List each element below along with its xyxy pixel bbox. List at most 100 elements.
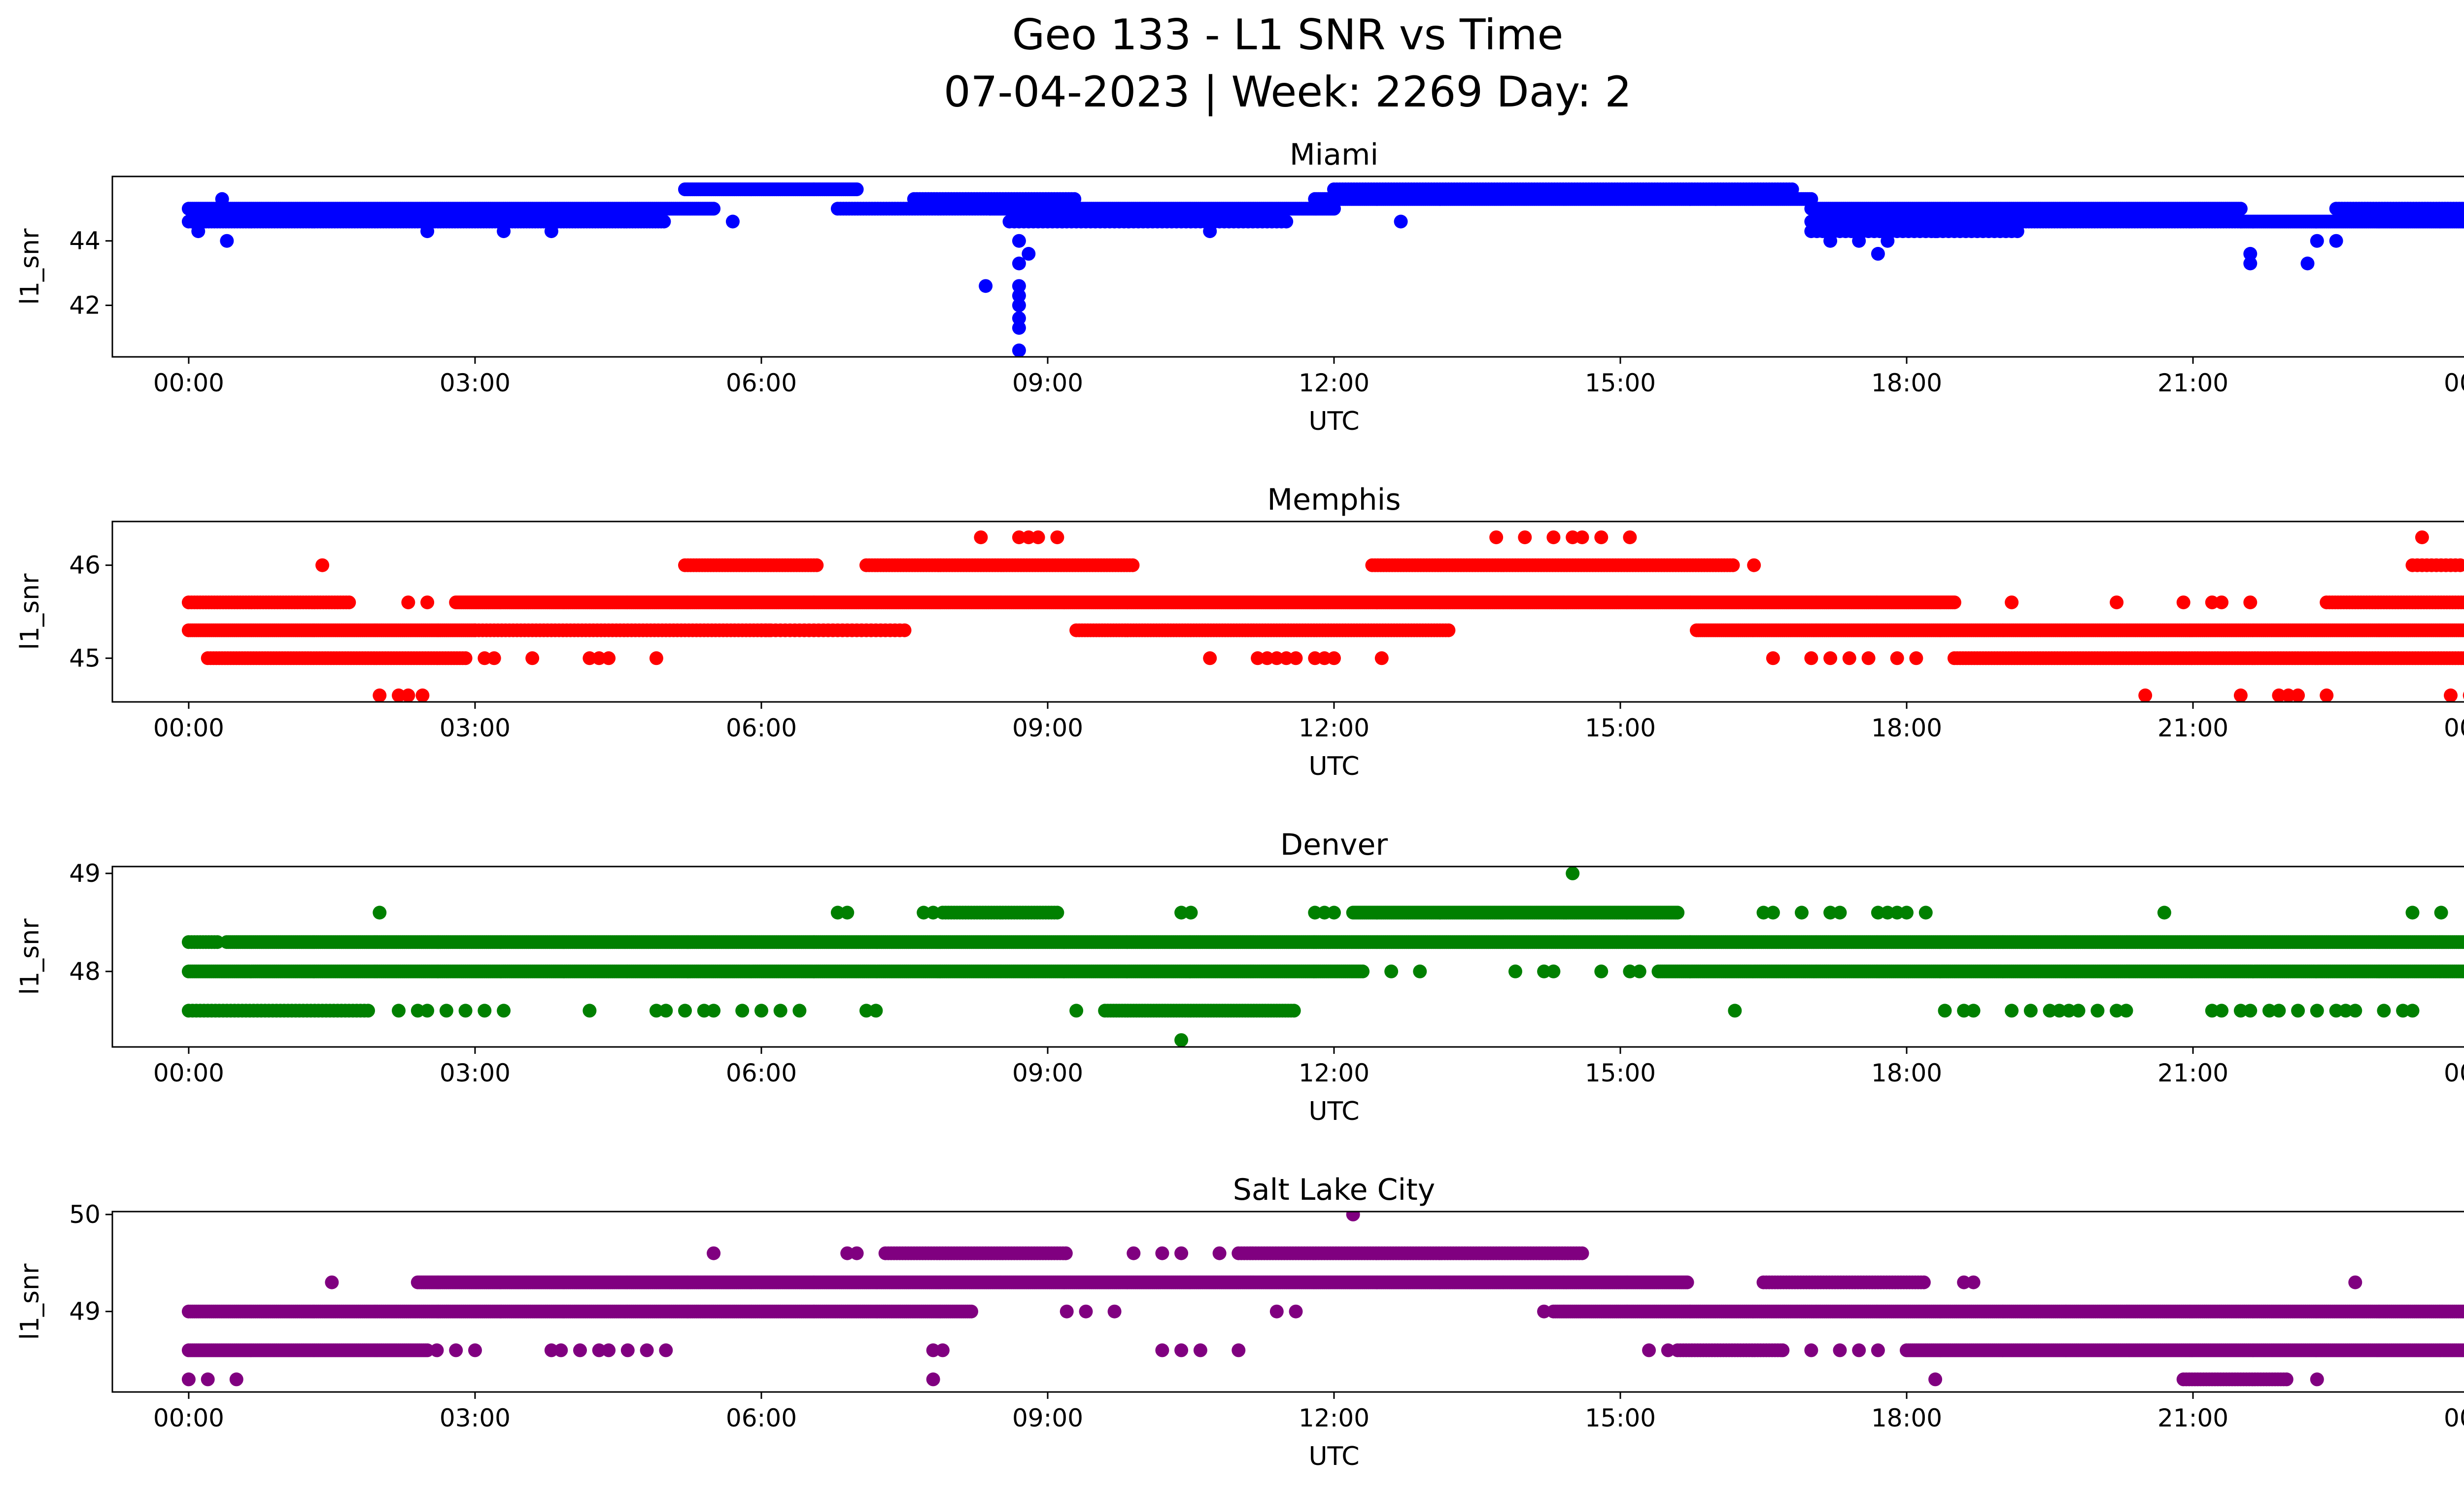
data-point bbox=[1269, 651, 1284, 665]
data-point bbox=[2205, 595, 2219, 610]
data-point bbox=[1251, 651, 1265, 665]
data-point bbox=[1012, 279, 1026, 293]
data-point bbox=[210, 935, 224, 949]
data-point bbox=[401, 688, 415, 702]
data-point bbox=[2005, 595, 2019, 610]
data-point bbox=[1203, 224, 1217, 239]
data-point bbox=[1022, 246, 1036, 261]
data-point bbox=[1823, 651, 1838, 665]
data-point bbox=[1327, 651, 1341, 665]
data-point bbox=[1842, 651, 1856, 665]
data-point bbox=[1279, 214, 1294, 229]
data-point bbox=[1871, 246, 1885, 261]
data-point bbox=[1881, 234, 1895, 248]
x-tick-label: 00:00 bbox=[153, 714, 224, 742]
x-tick-label: 03:00 bbox=[440, 714, 511, 742]
data-point bbox=[1852, 234, 1866, 248]
data-point bbox=[2460, 596, 2464, 609]
x-tick-label: 00:00 bbox=[2444, 369, 2464, 397]
data-point bbox=[2110, 595, 2124, 610]
x-tick-label: 00:00 bbox=[2444, 714, 2464, 742]
data-point bbox=[707, 202, 721, 216]
y-axis-label: l1_snr bbox=[15, 573, 45, 650]
data-point bbox=[1022, 530, 1036, 545]
data-point bbox=[1575, 530, 1589, 545]
data-point bbox=[1518, 530, 1532, 545]
data-point bbox=[1317, 651, 1332, 665]
data-point bbox=[2243, 246, 2258, 261]
data-point bbox=[657, 214, 671, 229]
data-point bbox=[2463, 692, 2464, 699]
data-point bbox=[2463, 654, 2464, 662]
data-point bbox=[1890, 651, 1904, 665]
data-point bbox=[1260, 651, 1274, 665]
data-point bbox=[2176, 595, 2190, 610]
x-tick-label: 18:00 bbox=[1871, 714, 1942, 742]
axes-frame bbox=[111, 521, 2464, 703]
x-tick-label: 21:00 bbox=[2157, 714, 2228, 742]
data-point bbox=[544, 224, 558, 239]
data-point bbox=[1012, 234, 1026, 248]
x-tick-label: 09:00 bbox=[1012, 369, 1083, 397]
figure-title-line1: Geo 133 - L1 SNR vs Time bbox=[1012, 10, 1564, 60]
scatter-series bbox=[181, 530, 2464, 702]
data-point bbox=[458, 651, 473, 665]
data-point bbox=[215, 192, 229, 206]
data-point bbox=[1823, 234, 1838, 248]
data-point bbox=[2461, 625, 2464, 636]
subplot-miami: Miami 00:00 03:00 06:00 09:00 12:00 15:00 18:00… bbox=[15, 138, 2464, 436]
y-tick-label: 44 bbox=[69, 227, 101, 255]
x-tick-label: 15:00 bbox=[1585, 369, 1656, 397]
scatter-series bbox=[181, 182, 2464, 357]
subplot-title: Miami bbox=[1290, 138, 1378, 172]
data-point bbox=[582, 651, 597, 665]
data-point bbox=[2243, 256, 2258, 271]
x-tick-label: 12:00 bbox=[1299, 369, 1369, 397]
data-point bbox=[1947, 595, 1961, 610]
data-point bbox=[401, 595, 415, 610]
data-point bbox=[2138, 688, 2153, 702]
x-tick-label: 18:00 bbox=[1871, 369, 1942, 397]
data-point bbox=[602, 651, 616, 665]
data-point bbox=[1747, 558, 1761, 572]
y-tick-label: 46 bbox=[69, 551, 101, 580]
data-point bbox=[2291, 688, 2305, 702]
x-tick-label: 09:00 bbox=[1012, 714, 1083, 742]
subplot-title: Memphis bbox=[1267, 483, 1401, 517]
x-tick-label: 06:00 bbox=[726, 369, 797, 397]
data-point bbox=[1546, 530, 1561, 545]
x-tick-label: 15:00 bbox=[1585, 714, 1656, 742]
data-point bbox=[1566, 530, 1580, 545]
data-point bbox=[850, 182, 864, 197]
data-point bbox=[2463, 626, 2464, 634]
data-point bbox=[1861, 651, 1876, 665]
data-point bbox=[191, 224, 205, 239]
data-point bbox=[315, 558, 330, 572]
data-point bbox=[478, 651, 492, 665]
data-point bbox=[420, 224, 435, 239]
x-tick-label: 03:00 bbox=[440, 369, 511, 397]
data-point bbox=[2453, 558, 2464, 572]
data-point bbox=[1289, 651, 1303, 665]
data-point bbox=[1804, 651, 1818, 665]
data-point bbox=[2463, 598, 2464, 606]
data-point bbox=[420, 595, 435, 610]
data-point bbox=[1012, 288, 1026, 303]
figure-title-line2: 07-04-2023 | Week: 2269 Day: 2 bbox=[944, 68, 1632, 117]
data-point bbox=[1709, 192, 1723, 206]
data-point bbox=[1012, 530, 1026, 545]
data-point bbox=[2233, 202, 2248, 216]
data-point bbox=[1374, 651, 1389, 665]
data-point bbox=[2320, 688, 2334, 702]
data-point bbox=[1012, 298, 1026, 313]
data-point bbox=[2444, 688, 2458, 702]
data-point bbox=[2310, 234, 2324, 248]
data-point bbox=[373, 688, 387, 702]
x-tick-label: 06:00 bbox=[726, 714, 797, 742]
data-point bbox=[2463, 217, 2464, 226]
data-point bbox=[497, 224, 511, 239]
subplot-grid: Miami 00:00 03:00 06:00 09:00 12:00 15:00 18:00… bbox=[15, 138, 2464, 1471]
data-point bbox=[220, 234, 234, 248]
